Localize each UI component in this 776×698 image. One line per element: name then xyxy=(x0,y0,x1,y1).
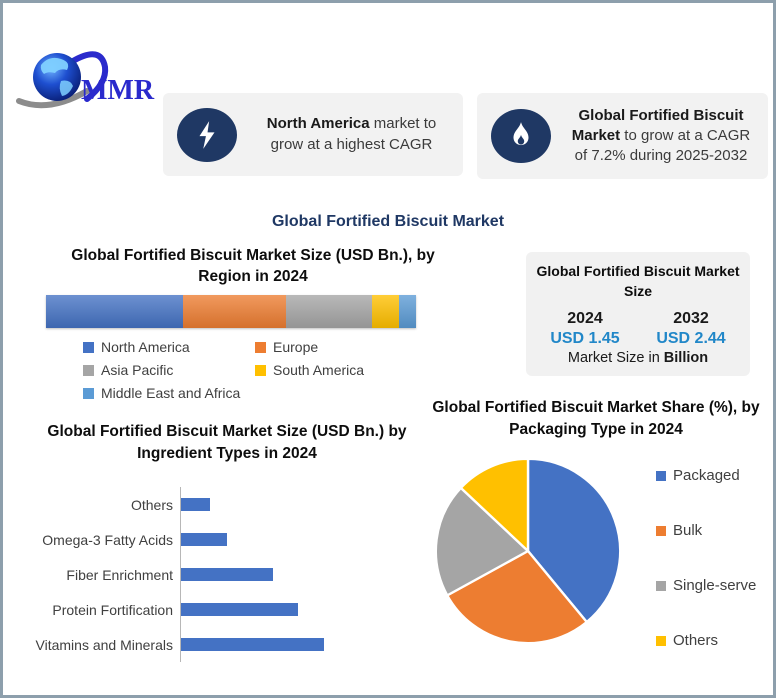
ingredient-label: Protein Fortification xyxy=(52,601,173,618)
legend-label: Single-serve xyxy=(673,577,757,594)
ingredient-bar-protein-fortification xyxy=(181,603,299,616)
legend-swatch-north-america xyxy=(83,341,94,353)
callout-text: North America market to grow at a highes… xyxy=(250,114,453,155)
ingredient-track xyxy=(180,592,430,627)
packaging-chart-title: Global Fortified Biscuit Market Share (%… xyxy=(432,399,760,438)
lightning-icon xyxy=(177,107,237,162)
legend-swatch-single-serve xyxy=(656,580,666,591)
legend-label: Asia Pacific xyxy=(101,362,174,378)
ingredient-bar-omega-3-fatty-acids xyxy=(181,533,227,546)
logo-continent-2 xyxy=(59,80,73,96)
ingredient-label: Vitamins and Minerals xyxy=(35,636,173,653)
region-legend-item-europe: Europe xyxy=(255,339,427,355)
ingredient-bar-others xyxy=(181,498,210,511)
legend-label: Europe xyxy=(273,339,319,355)
ingredient-bar-vitamins-and-minerals xyxy=(181,638,324,651)
value-end: USD 2.44 xyxy=(656,330,726,348)
pie-legend-item-packaged: Packaged xyxy=(656,467,756,484)
logo-continent xyxy=(40,57,69,74)
pie-slice-others xyxy=(459,457,530,553)
page-title: Global Fortified Biscuit Market xyxy=(271,213,505,230)
market-size-2032: 2032 USD 2.44 xyxy=(638,310,744,348)
market-size-title: Global Fortified Biscuit Market Size xyxy=(536,263,740,299)
logo-blue-swoosh xyxy=(70,51,109,102)
ingredient-track xyxy=(180,627,430,662)
flame-icon xyxy=(491,109,551,163)
callout-north-america: North America market to grow at a highes… xyxy=(163,93,463,176)
ingredient-track xyxy=(180,487,430,522)
callout-bold-text: Global Fortified Biscuit Market xyxy=(571,106,744,144)
region-legend-item-south-america: South America xyxy=(255,362,427,378)
footnote-prefix: Market Size in xyxy=(567,350,664,367)
ingredient-chart-title: Global Fortified Biscuit Market Size (US… xyxy=(47,423,407,462)
region-legend: North America Europe Asia Pacific South Ame… xyxy=(83,339,453,401)
pie-slice-bulk xyxy=(446,549,588,645)
logo-text: MMR xyxy=(81,75,155,106)
year-end: 2032 xyxy=(673,310,709,328)
ingredient-track xyxy=(180,522,430,557)
legend-swatch-south-america xyxy=(255,364,266,376)
legend-label: North America xyxy=(101,339,190,355)
ingredient-label: Others xyxy=(130,496,173,513)
region-segment-middle-east-and-africa xyxy=(399,295,416,328)
callout-cagr: Global Fortified Biscuit Market to grow … xyxy=(477,93,768,179)
region-legend-item-middle-east-and-africa: Middle East and Africa xyxy=(83,385,255,401)
region-legend-item-north-america: North America xyxy=(83,339,255,355)
callout-bold-text: North America xyxy=(266,115,370,133)
legend-label: Middle East and Africa xyxy=(101,385,241,401)
year-start: 2024 xyxy=(567,310,603,328)
value-start: USD 1.45 xyxy=(550,330,620,348)
pie-legend-item-single-serve: Single-serve xyxy=(656,577,756,594)
region-segment-europe xyxy=(182,295,287,328)
mmr-logo: MMR xyxy=(16,51,155,109)
market-size-footnote: Market Size in Billion xyxy=(532,350,744,366)
legend-label: South America xyxy=(273,362,365,378)
ingredient-row-vitamins-and-minerals: Vitamins and Minerals xyxy=(25,627,430,662)
ingredient-label: Omega-3 Fatty Acids xyxy=(42,531,173,548)
legend-label: Bulk xyxy=(673,522,703,539)
ingredient-row-omega-3-fatty-acids: Omega-3 Fatty Acids xyxy=(25,522,430,557)
market-size-2024: 2024 USD 1.45 xyxy=(532,310,638,348)
legend-label: Packaged xyxy=(673,467,740,484)
region-stacked-bar xyxy=(46,295,416,328)
region-segment-south-america xyxy=(371,295,400,328)
logo-gray-swoosh xyxy=(16,88,90,109)
region-segment-asia-pacific xyxy=(286,295,372,328)
ingredient-track xyxy=(180,557,430,592)
packaging-pie-legend: Packaged Bulk Single-serve Others xyxy=(656,467,756,649)
region-legend-item-asia-pacific: Asia Pacific xyxy=(83,362,255,378)
ingredient-label: Fiber Enrichment xyxy=(66,566,173,583)
pie-legend-item-others: Others xyxy=(656,632,756,649)
pie-slice-single-serve xyxy=(434,486,530,597)
legend-label: Others xyxy=(673,632,719,649)
region-segment-north-america xyxy=(46,295,183,328)
legend-swatch-packaged xyxy=(656,470,666,481)
pie-legend-item-bulk: Bulk xyxy=(656,522,756,539)
callout-text: Global Fortified Biscuit Market to grow … xyxy=(564,106,758,167)
footnote-unit: Billion xyxy=(663,350,709,367)
pie-slice-packaged xyxy=(526,457,622,624)
legend-swatch-others xyxy=(656,635,666,646)
region-chart-title: Global Fortified Biscuit Market Size (US… xyxy=(71,247,435,285)
packaging-pie-svg xyxy=(434,457,622,645)
market-size-box: Global Fortified Biscuit Market Size 202… xyxy=(526,252,750,376)
callout-rest-text: market to grow at a highest CAGR xyxy=(270,115,437,153)
legend-swatch-middle-east-and-africa xyxy=(83,387,94,399)
ingredient-row-fiber-enrichment: Fiber Enrichment xyxy=(25,557,430,592)
callout-rest-text: to grow at a CAGR of 7.2% during 2025-20… xyxy=(574,126,751,165)
legend-swatch-europe xyxy=(255,341,266,353)
ingredient-bar-chart: Others Omega-3 Fatty Acids Fiber Enrichmen… xyxy=(25,487,430,662)
ingredient-row-protein-fortification: Protein Fortification xyxy=(25,592,430,627)
ingredient-row-others: Others xyxy=(25,487,430,522)
legend-swatch-asia-pacific xyxy=(83,364,94,376)
ingredient-bar-fiber-enrichment xyxy=(181,568,273,581)
legend-swatch-bulk xyxy=(656,525,666,536)
